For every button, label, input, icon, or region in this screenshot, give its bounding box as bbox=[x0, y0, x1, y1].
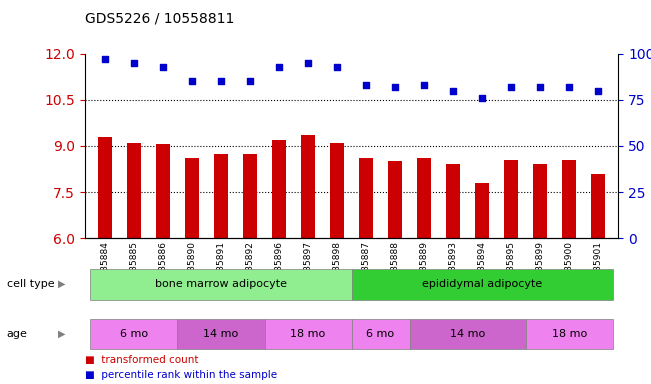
Point bbox=[390, 84, 400, 90]
Text: ■  percentile rank within the sample: ■ percentile rank within the sample bbox=[85, 370, 277, 380]
Bar bbox=[98, 137, 112, 238]
Text: 18 mo: 18 mo bbox=[290, 329, 326, 339]
Text: 18 mo: 18 mo bbox=[551, 329, 587, 339]
Point bbox=[419, 82, 429, 88]
Text: 6 mo: 6 mo bbox=[367, 329, 395, 339]
Bar bbox=[156, 144, 170, 238]
Text: cell type: cell type bbox=[7, 279, 54, 289]
Point bbox=[274, 64, 284, 70]
Text: ▶: ▶ bbox=[57, 279, 65, 289]
Point bbox=[303, 60, 313, 66]
Point bbox=[506, 84, 516, 90]
Text: 14 mo: 14 mo bbox=[203, 329, 239, 339]
Point bbox=[187, 78, 197, 84]
Bar bbox=[301, 135, 315, 238]
Bar bbox=[533, 164, 547, 238]
Bar bbox=[330, 143, 344, 238]
Point bbox=[215, 78, 226, 84]
Point bbox=[361, 82, 371, 88]
Bar bbox=[475, 183, 490, 238]
Bar bbox=[359, 158, 373, 238]
Bar bbox=[417, 158, 432, 238]
Text: bone marrow adipocyte: bone marrow adipocyte bbox=[155, 279, 287, 289]
Text: epididymal adipocyte: epididymal adipocyte bbox=[422, 279, 542, 289]
Bar bbox=[562, 160, 576, 238]
Point bbox=[477, 95, 488, 101]
Bar bbox=[591, 174, 605, 238]
Bar bbox=[388, 161, 402, 238]
Bar bbox=[504, 160, 518, 238]
Point bbox=[245, 78, 255, 84]
Bar bbox=[127, 143, 141, 238]
Bar bbox=[185, 158, 199, 238]
Text: ■  transformed count: ■ transformed count bbox=[85, 355, 198, 365]
Text: age: age bbox=[7, 329, 27, 339]
Point bbox=[535, 84, 546, 90]
Text: 6 mo: 6 mo bbox=[120, 329, 148, 339]
Text: 14 mo: 14 mo bbox=[450, 329, 485, 339]
Bar bbox=[243, 154, 257, 238]
Bar bbox=[271, 140, 286, 238]
Point bbox=[100, 56, 110, 62]
Text: ▶: ▶ bbox=[57, 329, 65, 339]
Point bbox=[564, 84, 574, 90]
Point bbox=[332, 64, 342, 70]
Point bbox=[158, 64, 168, 70]
Bar bbox=[446, 164, 460, 238]
Point bbox=[593, 88, 603, 94]
Bar bbox=[214, 154, 229, 238]
Point bbox=[448, 88, 458, 94]
Text: GDS5226 / 10558811: GDS5226 / 10558811 bbox=[85, 12, 234, 25]
Point bbox=[129, 60, 139, 66]
